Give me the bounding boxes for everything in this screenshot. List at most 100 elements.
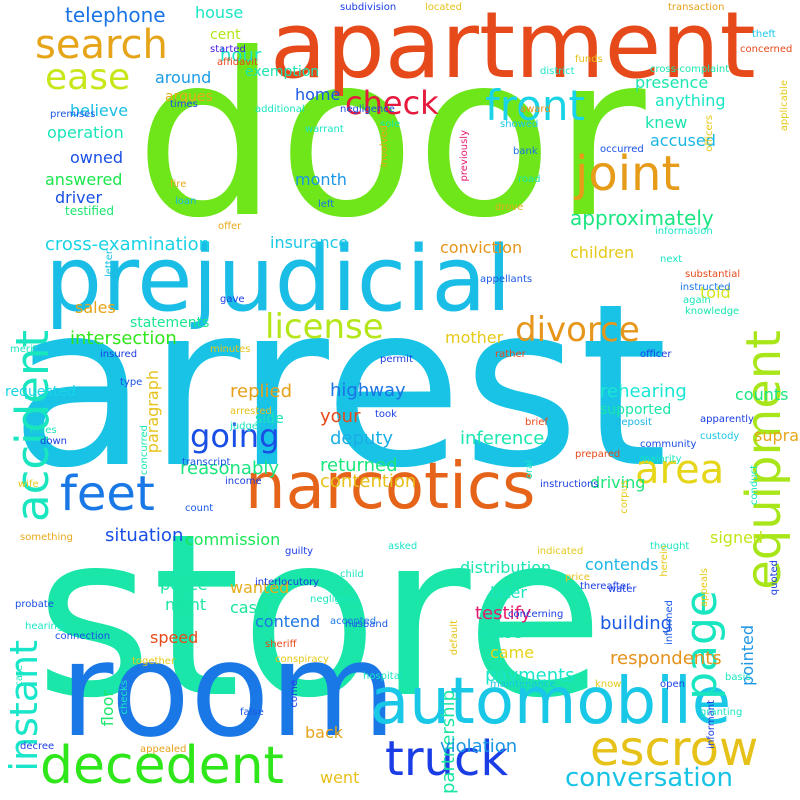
word-accused: accused (650, 131, 716, 150)
word-apparently: apparently (700, 414, 754, 425)
word-judge: judge (230, 421, 258, 432)
word-apartment: apartment (270, 0, 756, 99)
word-came: came (490, 643, 535, 662)
word-appealed: appealed (140, 744, 187, 755)
word-payments: payments (485, 665, 575, 686)
word-permit: permit (380, 354, 413, 365)
word-additional: additional (255, 104, 305, 115)
word-knowledge: knowledge (685, 306, 740, 317)
word-instructions: instructions (540, 479, 599, 490)
word-exemption: exemption (245, 64, 320, 80)
word-letter: letter (104, 250, 115, 278)
word-times: times (170, 99, 198, 110)
word-truck: truck (385, 731, 509, 787)
word-room: room (60, 614, 397, 766)
word-side: side (255, 411, 284, 427)
word-lease: lease (480, 623, 523, 642)
word-accepted: accepted (330, 616, 377, 627)
word-your: your (320, 406, 361, 427)
word-conviction: conviction (440, 238, 523, 257)
word-around: around (155, 68, 212, 87)
word-negligent: negligent (310, 594, 358, 605)
word-operation: operation (47, 123, 124, 142)
word-driver: driver (55, 188, 103, 207)
word-distribution: distribution (460, 558, 552, 577)
word-award: award (520, 104, 551, 115)
word-deposit: deposit (615, 417, 652, 428)
word-sole: sole (380, 119, 401, 130)
word-merit: merit (10, 344, 37, 355)
word-answered: answered (45, 170, 123, 189)
word-cross-complaint: cross-complaint (650, 64, 730, 75)
word-conduct: conduct (749, 465, 760, 506)
word-anything: anything (655, 91, 726, 110)
word-mother: mother (445, 328, 504, 347)
word-count: count (185, 503, 214, 514)
word-prepared: prepared (575, 449, 621, 460)
word-went: went (320, 768, 360, 787)
word-automobile: automobile (370, 665, 732, 739)
word-back: back (305, 723, 344, 742)
word-intersection: intersection (70, 328, 177, 349)
word-warrant: warrant (305, 124, 344, 135)
word-violation: violation (440, 736, 518, 757)
word-signed: signed (710, 528, 764, 547)
word-contention: contention (320, 471, 417, 492)
word-testified: testified (65, 204, 114, 218)
word-miles: miles (30, 425, 57, 436)
word-contend: contend (255, 612, 321, 631)
word-search: search (35, 22, 168, 68)
word-later: later (490, 583, 527, 602)
word-husband: husband (345, 619, 389, 630)
word-concerned: concerned (740, 44, 793, 55)
word-told: told (700, 283, 731, 302)
word-bank: bank (513, 146, 538, 157)
word-probate: probate (15, 599, 54, 610)
word-open: open (660, 679, 685, 690)
word-divorce: divorce (515, 310, 640, 350)
word-testify: testify (475, 603, 532, 624)
word-subdivision: subdivision (340, 2, 397, 13)
word-offer: offer (218, 221, 242, 232)
word-guilty: guilty (285, 546, 314, 557)
word-default: default (449, 620, 460, 656)
word-know: know (595, 679, 622, 690)
word-cash: cash (230, 598, 268, 617)
word-minutes: minutes (210, 344, 251, 355)
word-hour: hour (220, 45, 262, 66)
word-supra: supra (753, 426, 799, 445)
word-speed: speed (150, 628, 199, 647)
word-wife: wife (18, 479, 39, 490)
word-narcotics: narcotics (245, 450, 536, 524)
word-previously: previously (459, 130, 470, 182)
word-children: children (570, 243, 635, 262)
word-escrow: escrow (590, 721, 759, 777)
word-door: door (135, 6, 646, 268)
word-highway: highway (330, 380, 406, 401)
word-feet: feet (60, 466, 155, 522)
word-majority: majority (640, 454, 682, 465)
word-thought: thought (650, 541, 690, 552)
word-thereafter: thereafter (580, 581, 631, 592)
word-contends: contends (585, 555, 659, 574)
word-gave: gave (220, 294, 245, 305)
word-theft: theft (752, 29, 776, 40)
word-involved: involved (379, 125, 390, 168)
word-hearing: hearing (25, 621, 64, 632)
word-month: month (295, 170, 347, 189)
word-returned: returned (320, 455, 398, 476)
word-brief: brief (525, 417, 548, 428)
word-building: building (600, 613, 673, 634)
word-false: false (240, 707, 264, 718)
word-sales: sales (75, 298, 116, 317)
word-prejudicial: prejudicial (45, 227, 512, 332)
word-water: water (608, 584, 637, 595)
word-district: district (540, 66, 575, 77)
word-check: check (345, 84, 439, 122)
word-decree: decree (20, 741, 55, 752)
word-replied: replied (230, 381, 293, 402)
word-inference: inference (460, 428, 545, 449)
word-rehearing: rehearing (600, 381, 687, 402)
word-left: left (318, 199, 335, 210)
word-down: down (40, 436, 67, 447)
